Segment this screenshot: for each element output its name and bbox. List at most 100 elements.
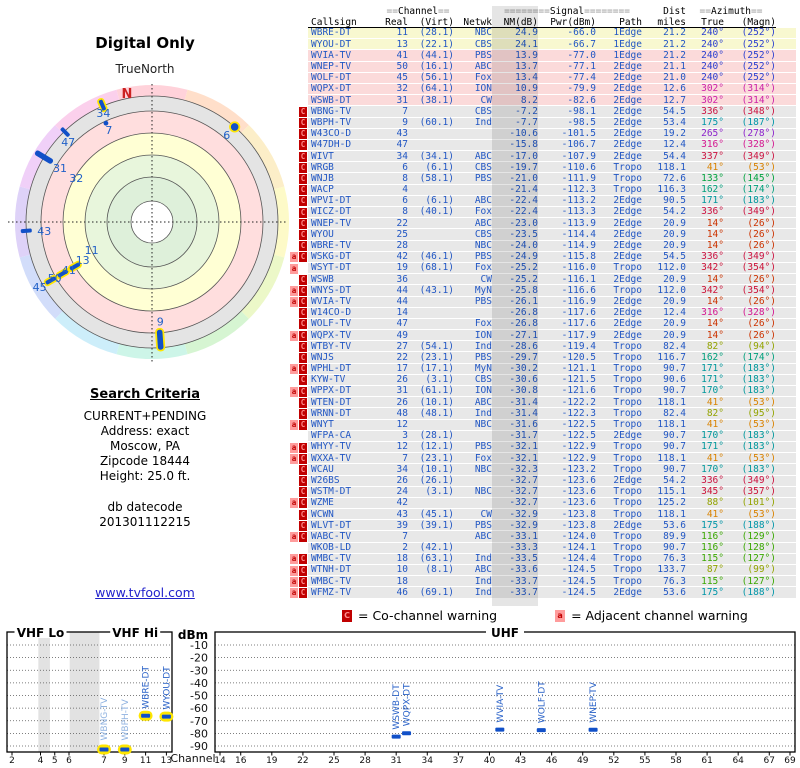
magnetic-azimuth-cell: (95°) <box>747 407 776 419</box>
distance-cell: 20.9 <box>663 329 686 341</box>
network-cell: Ind <box>474 575 492 587</box>
true-azimuth-cell: 115° <box>701 553 724 565</box>
power-dbm-cell: -122.3 <box>561 407 596 419</box>
network-cell: Fox <box>474 72 492 84</box>
co-channel-flag: C <box>299 532 307 543</box>
virtual-channel-cell: (44.1) <box>419 49 454 61</box>
magnetic-azimuth-cell: (101°) <box>741 497 776 509</box>
magnetic-azimuth-cell: (127°) <box>741 553 776 565</box>
tvfool-link[interactable]: www.tvfool.com <box>95 585 195 600</box>
x-tick-label: 46 <box>546 756 558 766</box>
path-cell: Tropo <box>613 463 642 475</box>
true-azimuth-cell: 336° <box>701 105 724 117</box>
magnetic-azimuth-cell: (187°) <box>741 116 776 128</box>
callsign-cell: KYW-TV <box>311 374 346 386</box>
power-dbm-cell: -107.9 <box>561 150 596 162</box>
y-tick-label: -50 <box>190 690 208 703</box>
x-tick-label: 14 <box>214 756 226 766</box>
real-channel-cell: 4 <box>402 184 408 196</box>
virtual-channel-cell: (69.1) <box>419 586 454 598</box>
nm-db-cell: -17.0 <box>509 150 538 162</box>
table-row: C WOLF-TV 47 Fox -26.8 -117.6 2Edge 20.9 14° (26°… <box>290 319 796 331</box>
nm-db-cell: 13.7 <box>515 61 538 73</box>
callsign-cell: WPVI-DT <box>311 195 352 207</box>
radar-marker <box>57 269 69 278</box>
signal-marker <box>391 734 401 739</box>
spectrum-gap-band <box>69 632 100 752</box>
real-channel-cell: 49 <box>396 329 408 341</box>
real-channel-cell: 31 <box>396 94 408 106</box>
true-azimuth-cell: 87° <box>706 564 724 576</box>
co-channel-flag: C <box>299 554 307 565</box>
nm-db-cell: -33.5 <box>509 553 538 565</box>
path-cell: Tropo <box>613 441 642 453</box>
real-channel-cell: 26 <box>396 474 408 486</box>
table-row: C WSTM-DT 24 (3.1) NBC -32.7 -123.6 Tropo 115.1 3… <box>290 486 796 498</box>
distance-cell: 54.5 <box>663 251 686 263</box>
virtual-channel-cell: (23.1) <box>419 351 454 363</box>
true-azimuth-cell: 240° <box>701 72 724 84</box>
x-tick-label: 58 <box>670 756 682 766</box>
magnetic-azimuth-cell: (328°) <box>741 139 776 151</box>
path-cell: 2Edge <box>613 94 642 106</box>
callsign-cell: WRGB <box>311 161 334 173</box>
magnetic-azimuth-cell: (53°) <box>747 161 776 173</box>
true-azimuth-cell: 14° <box>706 240 724 252</box>
callsign-cell: WPHL-DT <box>311 363 352 375</box>
power-dbm-cell: -66.7 <box>567 38 596 50</box>
true-azimuth-cell: 162° <box>701 351 724 363</box>
adjacent-channel-flag: a <box>290 364 298 375</box>
network-cell: NBC <box>474 463 492 475</box>
x-tick-label: 19 <box>266 756 278 766</box>
network-cell: MyN <box>474 284 492 296</box>
signal-marker <box>495 727 505 732</box>
signal-marker <box>141 713 151 718</box>
adjacent-channel-flag: a <box>290 554 298 565</box>
power-dbm-cell: -82.6 <box>567 94 596 106</box>
spectrum-gap-band <box>38 632 50 752</box>
callsign-cell: WTNH-DT <box>311 564 352 576</box>
criteria-line: Address: exact <box>100 424 190 438</box>
real-channel-cell: 6 <box>402 195 408 207</box>
signal-marker-label: WSWB-DT <box>392 684 402 730</box>
true-azimuth-cell: 14° <box>706 217 724 229</box>
network-cell: Ind <box>474 586 492 598</box>
virtual-channel-cell: (12.1) <box>419 441 454 453</box>
real-channel-cell: 13 <box>396 38 408 50</box>
x-tick-label: 31 <box>390 756 401 766</box>
power-dbm-cell: -123.2 <box>561 463 596 475</box>
path-cell: Tropo <box>613 363 642 375</box>
nm-db-cell: 24.1 <box>515 38 538 50</box>
callsign-cell: WXXA-TV <box>311 452 352 464</box>
path-cell: 1Edge <box>613 27 642 39</box>
magnetic-azimuth-cell: (183°) <box>741 385 776 397</box>
magnetic-azimuth-cell: (26°) <box>747 228 776 240</box>
nm-db-cell: -32.9 <box>509 508 538 520</box>
magnetic-azimuth-cell: (127°) <box>741 575 776 587</box>
search-criteria-heading: Search Criteria <box>90 387 200 402</box>
distance-cell: 82.4 <box>663 340 686 352</box>
radar-marker-label: 45 <box>33 281 47 294</box>
distance-cell: 21.2 <box>663 49 686 61</box>
magnetic-azimuth-cell: (53°) <box>747 419 776 431</box>
search-criteria: Search Criteria CURRENT+PENDING Address:… <box>0 387 290 530</box>
true-azimuth-cell: 170° <box>701 385 724 397</box>
table-row: C W14CO-D 14 -26.8 -117.6 2Edge 12.4 316° (328°) <box>290 307 796 319</box>
magnetic-azimuth-cell: (53°) <box>747 452 776 464</box>
band-label: VHF Hi <box>112 626 158 640</box>
co-channel-flag: C <box>299 106 307 117</box>
radar-marker <box>45 276 56 285</box>
nm-db-cell: -15.8 <box>509 139 538 151</box>
callsign-cell: WFMZ-TV <box>311 586 352 598</box>
true-azimuth-cell: 336° <box>701 474 724 486</box>
network-cell: MyN <box>474 363 492 375</box>
magnetic-azimuth-cell: (129°) <box>741 530 776 542</box>
distance-cell: 54.2 <box>663 206 686 218</box>
path-cell: 2Edge <box>613 228 642 240</box>
network-cell: ABC <box>474 530 492 542</box>
virtual-channel-cell: (46.1) <box>419 251 454 263</box>
criteria-line: CURRENT+PENDING <box>83 409 207 423</box>
co-channel-flag: C <box>299 129 307 140</box>
nm-db-cell: -30.2 <box>509 363 538 375</box>
network-cell: PBS <box>474 519 492 531</box>
